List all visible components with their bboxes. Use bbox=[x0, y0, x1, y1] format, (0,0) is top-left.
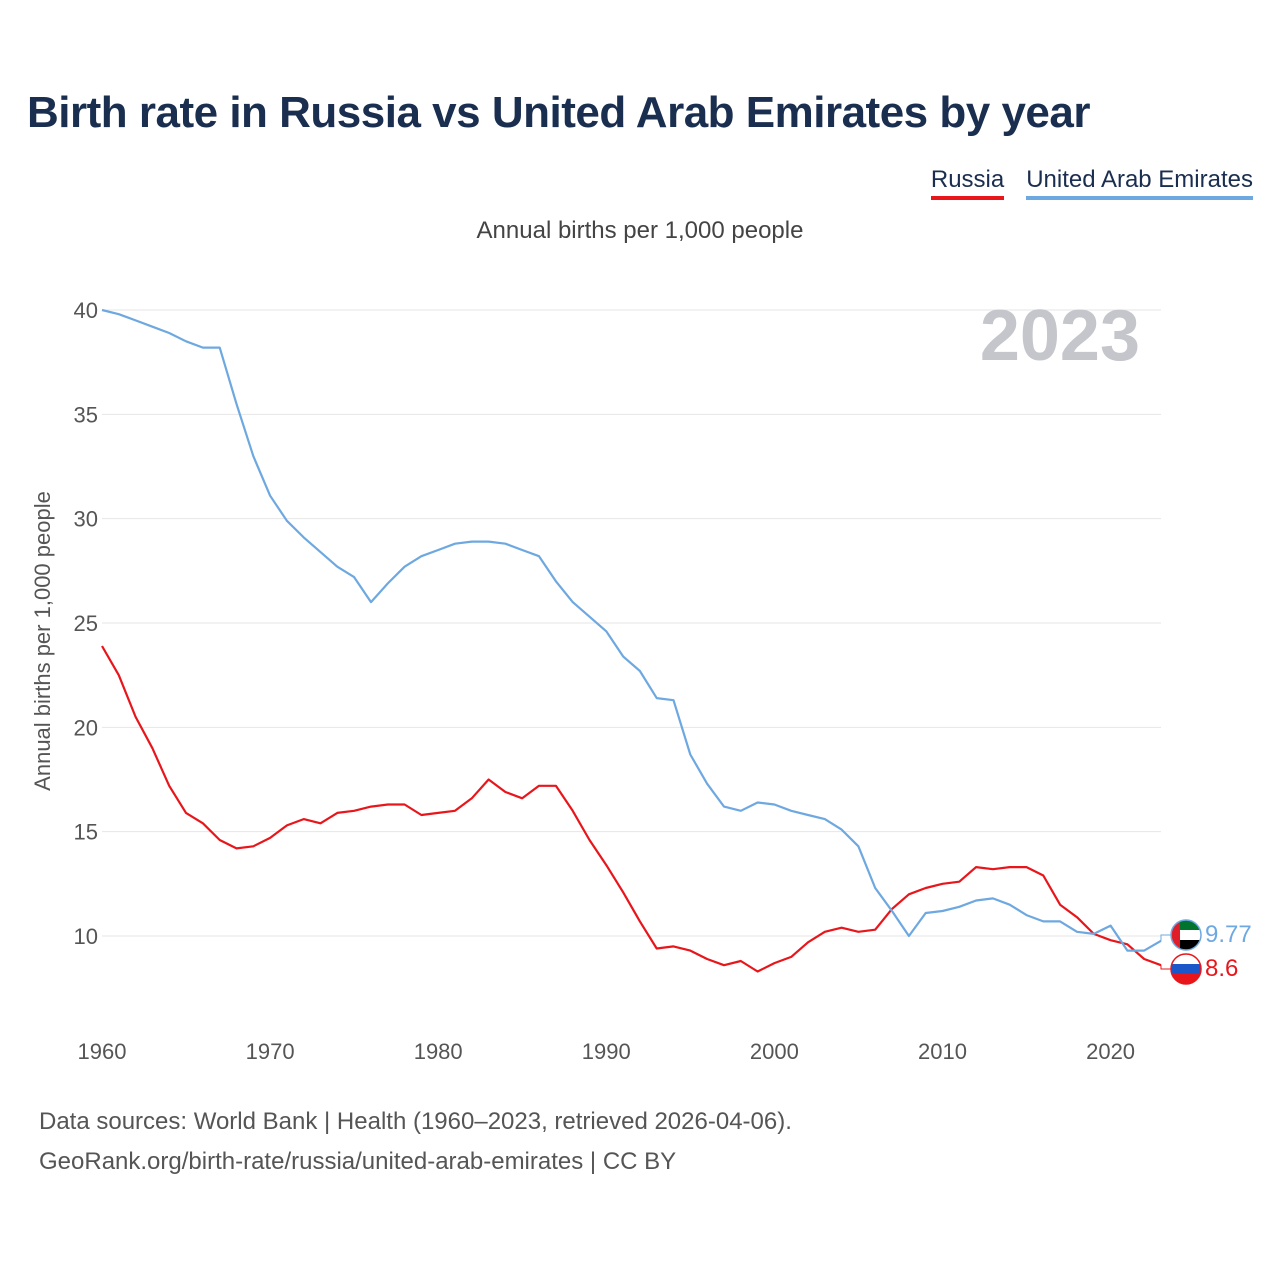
x-tick-label: 1990 bbox=[582, 1039, 631, 1064]
x-tick-label: 2020 bbox=[1086, 1039, 1135, 1064]
y-tick-label: 30 bbox=[74, 507, 98, 532]
series-line-uae[interactable] bbox=[101, 308, 1162, 952]
y-tick-label: 35 bbox=[74, 402, 98, 427]
chart-subtitle: Annual births per 1,000 people bbox=[476, 217, 804, 244]
legend-item-uae[interactable]: United Arab Emirates bbox=[1026, 166, 1253, 200]
x-tick-label: 1970 bbox=[246, 1039, 295, 1064]
connector-russia bbox=[1160, 965, 1171, 970]
y-tick-label: 40 bbox=[74, 298, 98, 323]
russia-end-value: 8.6 bbox=[1205, 955, 1238, 982]
axes: 10 15 20 25 30 35 40 1960 1970 1980 1990 2000 2010 20… bbox=[74, 298, 1136, 1064]
y-tick-label: 20 bbox=[74, 715, 98, 740]
source-note: Data sources: World Bank | Health (1960–… bbox=[39, 1108, 792, 1135]
y-axis-label: Annual births per 1,000 people bbox=[30, 491, 55, 791]
series bbox=[101, 308, 1171, 973]
series-line-russia[interactable] bbox=[101, 645, 1162, 973]
uae-flag-icon bbox=[1170, 919, 1202, 951]
x-tick-label: 1980 bbox=[414, 1039, 463, 1064]
x-tick-label: 2000 bbox=[750, 1039, 799, 1064]
y-tick-label: 15 bbox=[74, 820, 98, 845]
source-link[interactable]: GeoRank.org/birth-rate/russia/united-ara… bbox=[39, 1148, 677, 1175]
chart-title: Birth rate in Russia vs United Arab Emir… bbox=[27, 88, 1090, 137]
x-tick-label: 1960 bbox=[78, 1039, 127, 1064]
year-watermark: 2023 bbox=[980, 296, 1140, 376]
connector-uae bbox=[1160, 934, 1171, 941]
y-tick-label: 10 bbox=[74, 924, 98, 949]
legend: Russia United Arab Emirates bbox=[930, 166, 1253, 200]
y-tick-label: 25 bbox=[74, 611, 98, 636]
uae-end-value: 9.77 bbox=[1205, 921, 1252, 948]
russia-flag-icon bbox=[1170, 953, 1202, 985]
line-chart: 10 15 20 25 30 35 40 1960 1970 1980 1990 2000 2010 20… bbox=[30, 296, 1252, 1064]
x-tick-label: 2010 bbox=[918, 1039, 967, 1064]
legend-item-russia[interactable]: Russia bbox=[930, 166, 1005, 200]
